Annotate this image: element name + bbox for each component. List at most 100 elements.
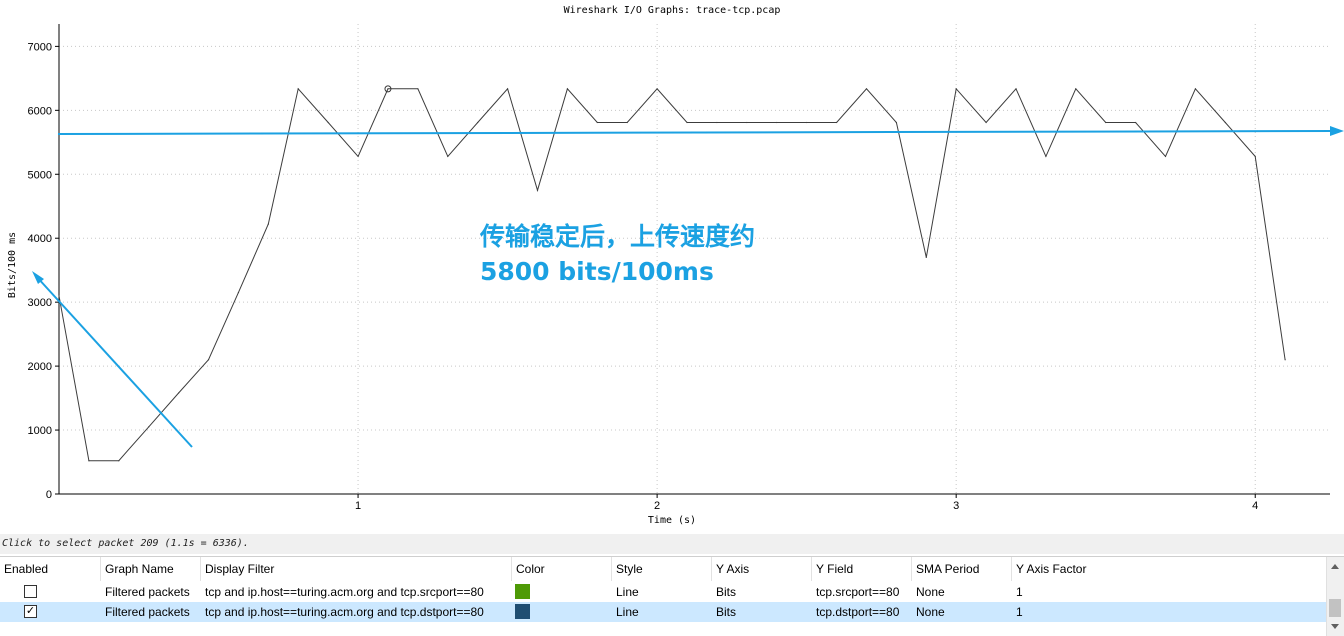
annotation-text-line1: 传输稳定后，上传速度约 xyxy=(479,222,755,251)
x-tick-label: 3 xyxy=(953,500,959,512)
data-point xyxy=(417,88,419,90)
data-point xyxy=(357,155,359,157)
data-point xyxy=(506,88,509,90)
y-tick-label: 0 xyxy=(46,489,52,501)
data-point xyxy=(895,121,897,124)
column-header-display-filter[interactable]: Display Filter xyxy=(201,557,512,581)
x-tick-label: 1 xyxy=(355,500,361,512)
data-point xyxy=(806,121,808,124)
data-point xyxy=(746,121,748,124)
data-point xyxy=(207,359,210,361)
color-swatch[interactable] xyxy=(515,584,530,599)
color-swatch[interactable] xyxy=(515,604,530,619)
x-axis-label: Time (s) xyxy=(648,515,696,526)
x-tick-label: 2 xyxy=(654,500,660,512)
data-point xyxy=(58,295,60,297)
data-point xyxy=(1135,121,1137,124)
series-layer xyxy=(58,85,1286,462)
data-point xyxy=(1105,121,1107,124)
column-header-y-field[interactable]: Y Field xyxy=(812,557,912,581)
data-point xyxy=(1284,359,1286,361)
scroll-down-arrow-icon[interactable] xyxy=(1331,624,1339,629)
sma-period-cell[interactable]: None xyxy=(916,585,945,599)
data-point xyxy=(686,121,688,124)
series-line xyxy=(58,87,1286,462)
tick-labels: 0 1000 2000 3000 4000 5000 6000 7000 1 2 3 4 xyxy=(28,41,1259,512)
data-point xyxy=(835,121,838,124)
data-point xyxy=(1015,88,1017,90)
enabled-checkbox[interactable] xyxy=(24,585,37,598)
column-header-graph-name[interactable]: Graph Name xyxy=(101,557,201,581)
y-tick-label: 7000 xyxy=(28,41,52,53)
data-point xyxy=(387,88,389,90)
chart-title: Wireshark I/O Graphs: trace-tcp.pcap xyxy=(564,5,781,16)
data-point xyxy=(1075,88,1077,90)
vertical-scrollbar[interactable] xyxy=(1326,557,1344,636)
y-field-cell[interactable]: tcp.dstport==80 xyxy=(816,605,900,619)
table-row[interactable]: Filtered packets tcp and ip.host==turing… xyxy=(0,582,1326,602)
data-point xyxy=(297,88,299,90)
annotation-average-arrowhead xyxy=(1330,126,1344,136)
graph-name-cell[interactable]: Filtered packets xyxy=(105,605,190,619)
annotation-text-line2: 5800 bits/100ms xyxy=(480,257,714,286)
sma-period-cell[interactable]: None xyxy=(916,605,945,619)
data-point xyxy=(118,460,120,462)
scroll-up-arrow-icon[interactable] xyxy=(1331,564,1339,569)
y-field-cell[interactable]: tcp.srcport==80 xyxy=(816,585,900,599)
data-point xyxy=(1045,155,1047,157)
column-header-enabled[interactable]: Enabled xyxy=(0,557,101,581)
annotation-arrow-start-head xyxy=(32,271,44,284)
y-axis-factor-cell[interactable]: 1 xyxy=(1016,605,1023,619)
data-point xyxy=(148,426,150,428)
style-cell[interactable]: Line xyxy=(616,585,639,599)
x-tick-label: 4 xyxy=(1252,500,1258,512)
data-point xyxy=(925,256,927,259)
data-point xyxy=(596,121,598,124)
column-header-y-axis-factor[interactable]: Y Axis Factor xyxy=(1016,562,1087,576)
column-header-sma-period[interactable]: SMA Period xyxy=(912,557,1012,581)
y-axis-factor-cell[interactable]: 1 xyxy=(1016,585,1023,599)
y-tick-label: 6000 xyxy=(28,105,52,117)
display-filter-cell[interactable]: tcp and ip.host==turing.acm.org and tcp.… xyxy=(205,585,484,599)
table-row-selected[interactable]: ✓ Filtered packets tcp and ip.host==turi… xyxy=(0,602,1326,622)
data-point xyxy=(88,460,90,462)
axes xyxy=(55,24,1330,498)
y-tick-label: 3000 xyxy=(28,297,52,309)
data-point xyxy=(1194,88,1197,90)
status-bar: Click to select packet 209 (1.1s = 6336)… xyxy=(0,534,1344,554)
table-header: Enabled Graph Name Display Filter Color … xyxy=(0,557,1326,581)
data-point xyxy=(656,88,658,90)
graph-table[interactable]: Enabled Graph Name Display Filter Color … xyxy=(0,556,1344,636)
data-point xyxy=(178,392,180,394)
data-point xyxy=(1254,155,1256,157)
data-point xyxy=(776,121,778,124)
data-point xyxy=(237,291,240,294)
data-point xyxy=(985,121,987,124)
y-axis-label: Bits/100 ms xyxy=(7,232,18,298)
status-text: Click to select packet 209 (1.1s = 6336)… xyxy=(2,538,249,549)
y-axis-cell[interactable]: Bits xyxy=(716,605,737,619)
chart-canvas[interactable]: Wireshark I/O Graphs: trace-tcp.pcap 0 10… xyxy=(0,0,1344,530)
data-point xyxy=(566,88,569,90)
annotation-average-line xyxy=(57,130,1333,135)
data-point xyxy=(327,121,329,124)
display-filter-cell[interactable]: tcp and ip.host==turing.acm.org and tcp.… xyxy=(205,605,484,619)
column-header-color[interactable]: Color xyxy=(512,557,612,581)
style-cell[interactable]: Line xyxy=(616,605,639,619)
data-point xyxy=(1164,155,1167,157)
column-header-style[interactable]: Style xyxy=(612,557,712,581)
y-tick-label: 5000 xyxy=(28,169,52,181)
y-axis-cell[interactable]: Bits xyxy=(716,585,737,599)
data-point xyxy=(1224,121,1226,124)
scroll-thumb[interactable] xyxy=(1329,599,1341,617)
data-point xyxy=(536,189,539,191)
column-header-y-axis[interactable]: Y Axis xyxy=(712,557,812,581)
graph-name-cell[interactable]: Filtered packets xyxy=(105,585,190,599)
data-point xyxy=(477,121,479,124)
y-tick-label: 4000 xyxy=(28,233,52,245)
data-point xyxy=(955,88,957,90)
enabled-checkbox[interactable]: ✓ xyxy=(24,605,37,618)
data-point xyxy=(716,121,718,124)
annotation-arrow-start-line xyxy=(35,275,193,448)
io-graph-chart[interactable]: Wireshark I/O Graphs: trace-tcp.pcap 0 10… xyxy=(0,0,1344,530)
